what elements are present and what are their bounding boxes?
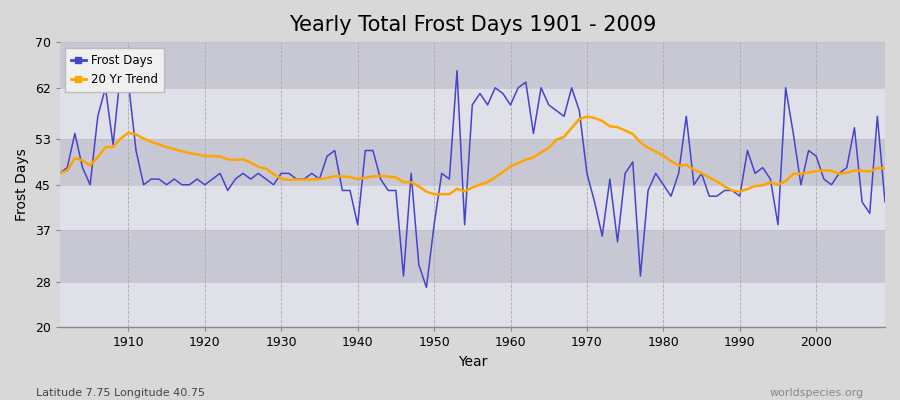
Y-axis label: Frost Days: Frost Days [15,148,29,221]
Text: worldspecies.org: worldspecies.org [770,388,864,398]
Bar [59,282,885,328]
Text: Latitude 7.75 Longitude 40.75: Latitude 7.75 Longitude 40.75 [36,388,205,398]
Bar [59,139,885,185]
X-axis label: Year: Year [457,355,487,369]
Legend: Frost Days, 20 Yr Trend: Frost Days, 20 Yr Trend [66,48,165,92]
Bar [59,42,885,88]
Bar [59,230,885,282]
Bar [59,88,885,139]
Title: Yearly Total Frost Days 1901 - 2009: Yearly Total Frost Days 1901 - 2009 [289,15,656,35]
Bar [59,185,885,230]
